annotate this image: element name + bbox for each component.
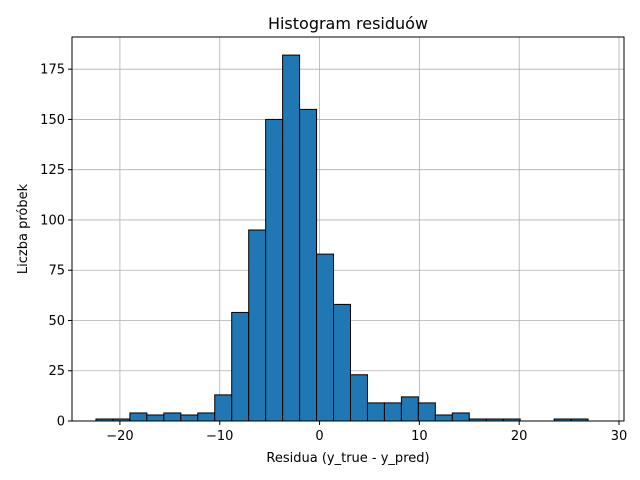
histogram-bar xyxy=(299,108,318,422)
histogram-bar xyxy=(400,396,419,422)
histogram-bar xyxy=(163,412,182,422)
histogram-bar xyxy=(248,229,267,422)
histogram-bar xyxy=(265,118,284,422)
x-tick-label: −20 xyxy=(106,429,133,444)
histogram-bar xyxy=(282,54,301,422)
histogram-bar xyxy=(146,414,165,422)
histogram-bar xyxy=(316,253,335,422)
x-tick-label: −10 xyxy=(206,429,233,444)
grid xyxy=(72,37,624,422)
ticks: −20 −10 0 10 20 30 0 25 50 75 100 125 150 175 xyxy=(40,63,627,444)
histogram-bar xyxy=(417,402,436,422)
histogram-bar xyxy=(349,374,368,422)
x-tick-label: 20 xyxy=(511,429,528,444)
y-tick-label: 100 xyxy=(40,213,65,228)
y-tick-label: 150 xyxy=(40,113,65,128)
histogram-bar xyxy=(129,412,148,422)
histogram-bar xyxy=(180,414,199,422)
y-tick-label: 175 xyxy=(40,63,65,78)
histogram-bar xyxy=(333,303,351,422)
chart-title: Histogram residuów xyxy=(268,14,428,33)
y-tick-label: 0 xyxy=(57,415,65,430)
histogram-bar xyxy=(231,311,250,422)
histogram-bar xyxy=(383,402,402,422)
y-tick-label: 125 xyxy=(40,163,65,178)
y-axis-label: Liczba próbek xyxy=(16,183,31,274)
x-axis-label: Residua (y_true - y_pred) xyxy=(266,451,429,466)
bars xyxy=(95,54,589,422)
x-tick-label: 30 xyxy=(611,429,628,444)
histogram-bar xyxy=(366,402,385,422)
y-tick-label: 75 xyxy=(48,264,65,279)
histogram-bar xyxy=(214,394,233,422)
y-tick-label: 50 xyxy=(48,314,65,329)
x-tick-label: 0 xyxy=(315,429,323,444)
histogram-bar xyxy=(434,414,453,422)
histogram-bar xyxy=(197,412,216,422)
y-tick-label: 25 xyxy=(48,364,65,379)
x-tick-label: 10 xyxy=(411,429,428,444)
histogram-bar xyxy=(451,412,470,422)
plot-frame xyxy=(71,36,625,422)
